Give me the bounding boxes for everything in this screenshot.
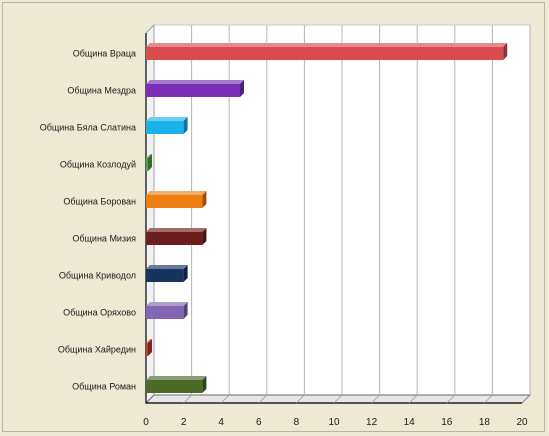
floor-gridline — [258, 394, 268, 404]
bar-top — [146, 265, 188, 269]
bar-side — [183, 265, 188, 282]
bar — [146, 228, 207, 245]
bar — [146, 302, 188, 319]
bar-top — [146, 302, 188, 306]
x-tick-label: 8 — [294, 417, 300, 428]
x-tick-label: 6 — [256, 417, 262, 428]
floor-gridline — [296, 394, 305, 404]
x-tick-label: 0 — [143, 417, 149, 428]
x-tick-label: 2 — [181, 417, 187, 428]
category-label: Община Оряхово — [63, 308, 136, 318]
category-label: Община Бяла Слатина — [40, 123, 136, 133]
bars — [146, 43, 508, 393]
bar-side — [240, 80, 244, 97]
bar — [146, 191, 207, 208]
bar-side — [202, 376, 207, 393]
bar — [146, 376, 207, 393]
bar — [146, 265, 188, 282]
bar-front — [146, 306, 184, 319]
bar-front — [146, 121, 184, 134]
floor-gridline — [220, 394, 230, 404]
bar-chart: Община Враца Община Мездра Община Бяла Сла… — [40, 23, 532, 428]
bar-front — [146, 158, 148, 171]
floor-gridline — [408, 394, 418, 404]
bar — [146, 80, 244, 97]
category-label: Община Мездра — [67, 86, 136, 96]
bar — [146, 43, 508, 60]
bar-front — [146, 195, 203, 208]
floor-gridline — [484, 394, 493, 404]
bar-side — [503, 43, 508, 60]
bar-top — [146, 376, 207, 380]
tick-labels: 0 2 4 6 8 10 12 14 16 18 20 — [143, 417, 528, 428]
floor-gridline — [333, 394, 343, 404]
x-tick-label: 20 — [516, 417, 528, 428]
bar-top — [146, 191, 207, 195]
category-label: Община Хайредин — [58, 345, 136, 355]
bar-top — [146, 154, 152, 158]
bar-front — [146, 232, 203, 245]
bar-top — [146, 117, 188, 121]
bar-top — [146, 228, 207, 232]
bar-top — [146, 339, 152, 343]
bar-front — [146, 47, 504, 60]
category-labels: Община Враца Община Мездра Община Бяла Сла… — [40, 49, 136, 392]
bar-front — [146, 269, 184, 282]
chart-frame: Община Враца Община Мездра Община Бяла Сла… — [2, 2, 545, 432]
category-label: Община Враца — [73, 49, 136, 59]
bar-side — [202, 191, 207, 208]
bar-side — [148, 339, 152, 356]
bar — [146, 117, 188, 134]
bar — [146, 339, 152, 356]
x-tick-label: 12 — [366, 417, 378, 428]
category-label: Община Борован — [63, 197, 136, 207]
x-tick-label: 16 — [441, 417, 453, 428]
x-tick-label: 10 — [328, 417, 340, 428]
floor-gridline — [446, 394, 456, 404]
bar-front — [146, 380, 203, 393]
x-tick-label: 18 — [479, 417, 491, 428]
bar-top — [146, 43, 508, 47]
category-label: Община Мизия — [72, 234, 136, 244]
category-label: Община Роман — [72, 382, 136, 392]
x-tick-label: 14 — [404, 417, 416, 428]
floor-gridline — [371, 394, 380, 404]
category-label: Община Козлодуй — [60, 160, 136, 170]
bar-side — [202, 228, 207, 245]
bar-front — [146, 84, 240, 97]
bar-front — [146, 343, 148, 356]
bar — [146, 154, 152, 171]
bar-top — [146, 80, 244, 84]
x-tick-label: 4 — [218, 417, 224, 428]
floor-gridline — [521, 394, 531, 404]
bar-side — [183, 302, 188, 319]
category-label: Община Криводол — [59, 271, 136, 281]
bar-side — [148, 154, 152, 171]
bar-side — [183, 117, 188, 134]
floor-gridline — [183, 394, 192, 404]
